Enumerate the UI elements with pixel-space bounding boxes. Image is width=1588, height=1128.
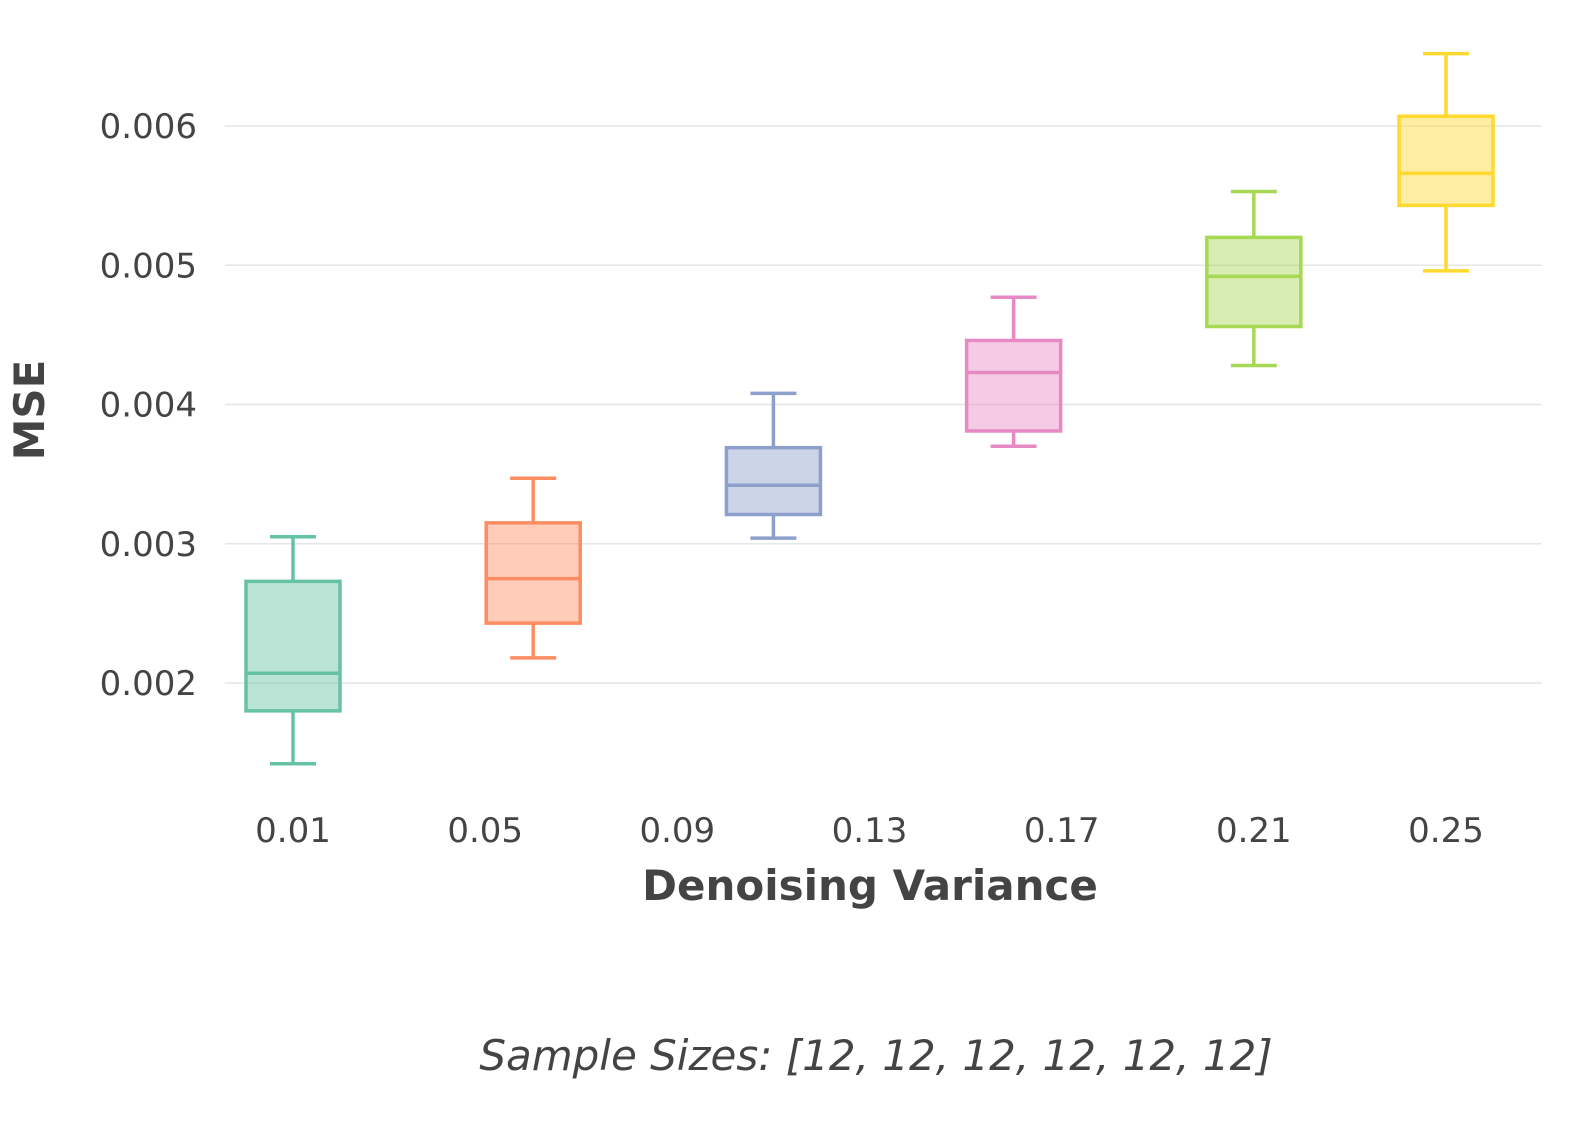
iqr-box	[964, 338, 1063, 433]
grid-lines	[225, 125, 1542, 684]
x-tick-label: 0.13	[832, 811, 908, 851]
y-tick-label: 0.005	[100, 246, 197, 286]
x-tick-label: 0.21	[1216, 811, 1292, 851]
x-tick-label: 0.05	[447, 811, 523, 851]
iqr-box	[724, 445, 823, 517]
x-axis-title: Denoising Variance	[642, 861, 1098, 910]
boxes	[244, 51, 1495, 766]
y-axis-ticks: 0.002 0.003 0.004 0.005 0.006	[100, 107, 197, 704]
box-group	[1397, 51, 1495, 273]
x-tick-label: 0.17	[1024, 811, 1100, 851]
box-group	[724, 391, 823, 540]
iqr-box	[1205, 235, 1303, 329]
y-tick-label: 0.002	[100, 664, 197, 704]
y-axis-title: MSE	[5, 360, 54, 461]
iqr-box	[1397, 114, 1495, 208]
iqr-box	[484, 521, 582, 625]
iqr-box	[244, 579, 342, 713]
x-axis-ticks: 0.01 0.05 0.09 0.13 0.17 0.21 0.25	[255, 811, 1484, 851]
x-tick-label: 0.09	[639, 811, 715, 851]
box-group	[964, 295, 1063, 449]
y-tick-label: 0.006	[100, 107, 197, 147]
box-group	[484, 476, 582, 660]
x-tick-label: 0.25	[1408, 811, 1484, 851]
y-tick-label: 0.004	[100, 386, 197, 426]
sample-sizes-annotation: Sample Sizes: [12, 12, 12, 12, 12, 12]	[479, 1031, 1272, 1080]
x-tick-label: 0.01	[255, 811, 331, 851]
box-group	[1205, 189, 1303, 368]
box-group	[244, 535, 342, 766]
y-tick-label: 0.003	[100, 525, 197, 565]
